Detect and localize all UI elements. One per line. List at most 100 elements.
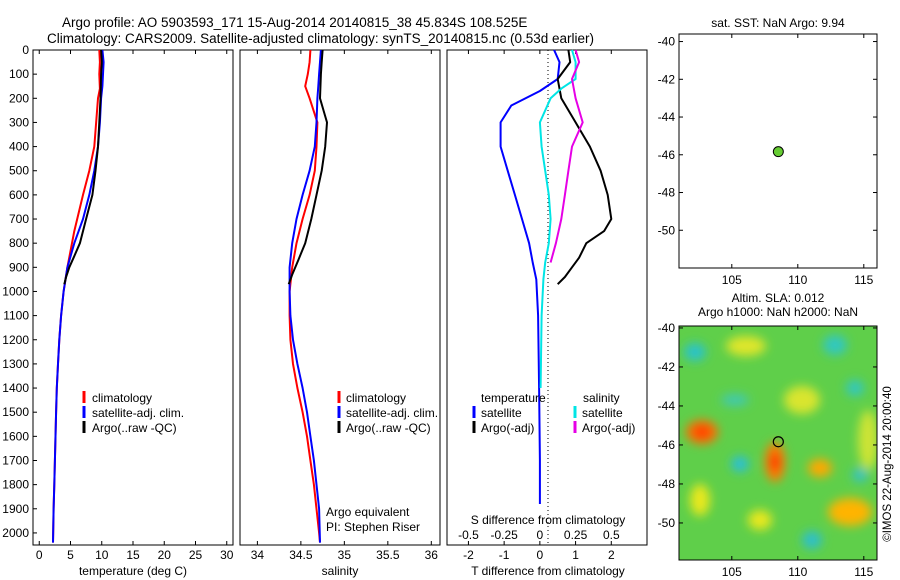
map-y-tick-label: -50 bbox=[658, 223, 676, 237]
sla-map-frame bbox=[678, 325, 878, 561]
legend-label-climatology: climatology bbox=[92, 391, 152, 405]
depth-tick-label: 1100 bbox=[3, 309, 29, 323]
depth-tick-label: 1900 bbox=[2, 502, 29, 516]
sla-blob bbox=[802, 531, 822, 549]
sla-blob bbox=[731, 456, 749, 472]
sla-blob bbox=[846, 380, 864, 396]
difference-legend: temperature salinity satellite Argo(-adj… bbox=[472, 391, 635, 435]
series-line-argo-raw-qc bbox=[63, 49, 103, 285]
x-tick-label: 0 bbox=[537, 548, 544, 562]
salinity-x-label: salinity bbox=[322, 564, 359, 578]
x-tick-label: -2 bbox=[463, 548, 474, 562]
map-x-tick-label: 105 bbox=[722, 565, 742, 579]
sla-map-points bbox=[772, 436, 784, 448]
sla-blob bbox=[828, 498, 872, 526]
legend-label-argo: Argo(..raw -QC) bbox=[92, 421, 177, 435]
sla-blob bbox=[770, 453, 780, 471]
x-tick-label: 20 bbox=[158, 548, 172, 562]
depth-tick-label: 2000 bbox=[2, 526, 29, 540]
x-tick-label: 10 bbox=[95, 548, 109, 562]
sla-blob bbox=[684, 343, 706, 361]
x-tick-label: 35 bbox=[338, 548, 352, 562]
map-x-tick-label: 110 bbox=[788, 273, 807, 287]
sla-map-title-line1: Altim. SLA: 0.012 bbox=[732, 291, 825, 305]
x-tick-label: 1 bbox=[572, 548, 579, 562]
x-tick-label: 2 bbox=[608, 548, 615, 562]
depth-tick-label: 300 bbox=[9, 115, 29, 129]
depth-axis: 0 100 200 300 400 500 600 700 800 900 1000 1100 1200… bbox=[2, 43, 37, 540]
sla-blob bbox=[858, 410, 877, 470]
depth-tick-label: 1600 bbox=[2, 429, 29, 443]
sla-blob bbox=[823, 335, 847, 355]
legend-label-temp-satellite: satellite bbox=[481, 406, 522, 420]
t-difference-x-axis: -2 -1 0 1 2 bbox=[463, 50, 615, 562]
legend-label-temp-argo: Argo(-adj) bbox=[481, 421, 534, 435]
salinity-panel: 34 34.5 35 35.5 36 climatology satellite-adj… bbox=[239, 49, 441, 578]
map-y-tick-label: -50 bbox=[658, 516, 676, 530]
legend-label-satellite-adj: satellite-adj. clim. bbox=[346, 406, 438, 420]
map-y-tick-label: -46 bbox=[658, 438, 676, 452]
difference-panel: -2 -1 0 1 2 -0.5 -0.25 0 0.25 0.5 temperature sa… bbox=[446, 49, 648, 578]
sla-blob bbox=[852, 468, 868, 482]
x-tick-label: 36 bbox=[425, 548, 439, 562]
sla-blob bbox=[690, 484, 710, 516]
figure-title-line1: Argo profile: AO 5903593_171 15-Aug-2014… bbox=[62, 15, 527, 30]
x-tick-label: -1 bbox=[499, 548, 510, 562]
x-tick-label: 30 bbox=[220, 548, 234, 562]
t-difference-label: T difference from climatology bbox=[471, 564, 625, 578]
sla-map-axes: 105 110 115 -40 -42 -44 -46 -48 -50 bbox=[658, 321, 877, 579]
depth-tick-label: 1200 bbox=[2, 333, 29, 347]
map-x-tick-label: 115 bbox=[854, 565, 873, 579]
series-line-salinity-satellite bbox=[538, 49, 577, 389]
x-tick-label: 34.5 bbox=[289, 548, 313, 562]
difference-plot-frame bbox=[446, 49, 648, 546]
argo-position-marker bbox=[772, 436, 784, 448]
imos-credit-label: ©IMOS 22-Aug-2014 20:00:40 bbox=[882, 386, 894, 542]
legend-label-satellite-adj: satellite-adj. clim. bbox=[92, 406, 184, 420]
series-line-temperature-argo-adj bbox=[556, 49, 613, 285]
legend-label-sal-satellite: satellite bbox=[582, 406, 623, 420]
difference-series bbox=[499, 49, 613, 504]
temperature-x-label: temperature (deg C) bbox=[79, 564, 187, 578]
depth-tick-label: 1700 bbox=[2, 453, 29, 467]
x-tick-label: 5 bbox=[67, 548, 74, 562]
depth-tick-label: 400 bbox=[9, 140, 29, 154]
s-diff-tick-label: 0.5 bbox=[603, 528, 620, 542]
salinity-legend: climatology satellite-adj. clim. Argo(..… bbox=[337, 391, 438, 435]
sla-blob bbox=[726, 336, 766, 356]
legend-label-climatology: climatology bbox=[346, 391, 406, 405]
sst-map-title: sat. SST: NaN Argo: 9.94 bbox=[711, 16, 845, 30]
depth-tick-label: 500 bbox=[9, 164, 29, 178]
sla-blob bbox=[784, 386, 820, 414]
temperature-x-axis: 0 5 10 15 20 25 30 bbox=[36, 50, 234, 562]
argo-position-marker bbox=[772, 146, 784, 158]
x-tick-label: 25 bbox=[189, 548, 203, 562]
salinity-plot-frame bbox=[239, 49, 441, 546]
figure-title-line2: Climatology: CARS2009. Satellite-adjuste… bbox=[47, 31, 594, 46]
depth-tick-label: 600 bbox=[9, 188, 29, 202]
depth-tick-label: 800 bbox=[9, 236, 29, 250]
depth-tick-label: 1000 bbox=[2, 284, 29, 298]
salinity-series bbox=[287, 49, 328, 543]
depth-tick-label: 1500 bbox=[2, 405, 29, 419]
x-tick-label: 0 bbox=[36, 548, 43, 562]
map-y-tick-label: -48 bbox=[658, 477, 676, 491]
series-line-satellite-adj-clim bbox=[288, 49, 322, 543]
sla-heatmap bbox=[679, 326, 877, 560]
x-tick-label: 35.5 bbox=[376, 548, 400, 562]
depth-tick-label: 900 bbox=[9, 260, 29, 274]
x-tick-label: 34 bbox=[251, 548, 265, 562]
sla-map-panel: Altim. SLA: 0.012 Argo h1000: NaN h2000:… bbox=[658, 291, 894, 579]
legend-title-salinity: salinity bbox=[583, 391, 620, 405]
depth-tick-label: 0 bbox=[22, 43, 29, 57]
temperature-series bbox=[52, 49, 105, 543]
map-y-tick-label: -42 bbox=[658, 72, 676, 86]
s-diff-tick-label: -0.25 bbox=[490, 528, 518, 542]
sla-blob bbox=[748, 510, 772, 530]
temperature-legend: climatology satellite-adj. clim. Argo(..… bbox=[82, 391, 184, 435]
sla-blob bbox=[808, 459, 832, 477]
s-difference-label: S difference from climatology bbox=[471, 513, 626, 527]
temperature-panel: 0100200300400500600700800900100011001200… bbox=[2, 43, 233, 578]
sla-blob bbox=[695, 427, 709, 437]
depth-tick-label: 1800 bbox=[2, 478, 29, 492]
